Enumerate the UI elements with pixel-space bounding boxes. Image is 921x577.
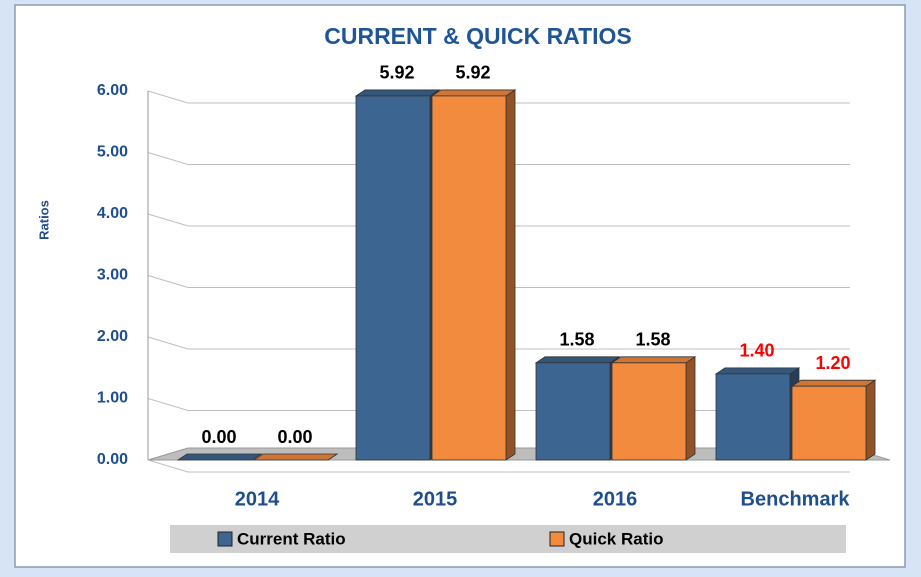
x-tick-label: 2015 — [413, 488, 458, 510]
grid-line — [147, 275, 850, 288]
grid-line — [147, 152, 850, 165]
bar — [611, 362, 687, 461]
bar-side — [865, 379, 876, 461]
y-axis-label: Ratios — [36, 200, 51, 240]
bar — [715, 373, 791, 461]
value-label: 5.92 — [379, 63, 414, 83]
grid-line — [147, 459, 850, 473]
grid-line — [147, 336, 850, 350]
value-label: 1.58 — [635, 330, 670, 350]
legend-swatch — [217, 531, 233, 547]
bar — [535, 362, 611, 461]
bar-top — [176, 453, 263, 461]
y-tick-label: 5.00 — [97, 144, 128, 161]
legend-label: Current Ratio — [237, 529, 346, 548]
bar-top — [252, 453, 339, 461]
grid-line — [147, 90, 850, 104]
grid-line — [147, 213, 850, 227]
bar-top — [534, 356, 621, 364]
legend-swatch — [549, 531, 565, 547]
bar — [355, 95, 431, 461]
bar-top — [430, 89, 517, 97]
value-label: 1.20 — [815, 353, 850, 373]
value-label: 0.00 — [201, 427, 236, 447]
y-tick-label: 2.00 — [97, 328, 128, 345]
value-label: 1.58 — [559, 330, 594, 350]
x-tick-label: Benchmark — [741, 488, 851, 510]
legend-band — [170, 525, 846, 553]
bar-side — [505, 89, 516, 461]
legend-label: Quick Ratio — [569, 529, 663, 548]
bar — [791, 385, 867, 461]
bar-top — [790, 379, 877, 387]
bar — [431, 95, 507, 461]
y-tick-label: 4.00 — [97, 205, 128, 222]
x-tick-label: 2016 — [593, 488, 638, 510]
value-label: 1.40 — [739, 341, 774, 361]
x-tick-label: 2014 — [235, 488, 280, 510]
y-tick-label: 0.00 — [97, 451, 128, 468]
bar-top — [714, 367, 801, 375]
y-tick-label: 6.00 — [97, 82, 128, 99]
bar-top — [354, 89, 441, 97]
value-label: 0.00 — [277, 427, 312, 447]
value-label: 5.92 — [455, 63, 490, 83]
bar-top — [610, 356, 697, 364]
y-tick-label: 3.00 — [97, 267, 128, 284]
y-tick-label: 1.00 — [97, 390, 128, 407]
chart-title: CURRENT & QUICK RATIOS — [324, 23, 632, 49]
bar-side — [685, 356, 696, 461]
